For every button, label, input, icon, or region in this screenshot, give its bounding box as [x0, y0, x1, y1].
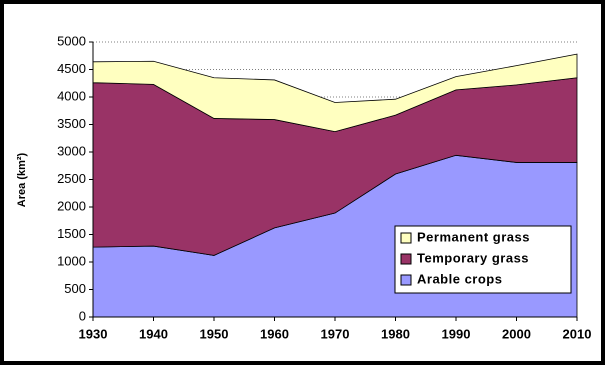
- y-tick-label: 3000: [57, 143, 86, 158]
- x-tick-label: 1960: [260, 326, 289, 341]
- y-tick-label: 500: [64, 281, 86, 296]
- area: [92, 53, 578, 133]
- x-tick-label: 1980: [381, 326, 410, 341]
- y-tick-label: 4500: [57, 61, 86, 76]
- legend-box: [394, 225, 572, 294]
- y-axis-label: Area (km²): [16, 152, 28, 207]
- legend-swatch: [400, 274, 412, 286]
- x-tick-label: 1970: [321, 326, 350, 341]
- x-tick-label: 2010: [563, 326, 592, 341]
- y-tick-label: 4000: [57, 88, 86, 103]
- y-tick-label: 0: [79, 308, 86, 323]
- x-tick-label: 1940: [139, 326, 168, 341]
- y-tick-label: 2500: [57, 171, 86, 186]
- legend-label: Temporary grass: [417, 250, 529, 265]
- x-tick-label: 1990: [442, 326, 471, 341]
- x-tick-label: 1930: [79, 326, 108, 341]
- y-tick-label: 1000: [57, 253, 86, 268]
- y-tick-label: 1500: [57, 226, 86, 241]
- x-tick-label: 1950: [200, 326, 229, 341]
- y-tick-label: 2000: [57, 198, 86, 213]
- legend-swatch: [400, 232, 412, 244]
- x-tick-label: 2000: [502, 326, 531, 341]
- y-tick-label: 5000: [57, 33, 86, 48]
- legend-swatch: [400, 253, 412, 265]
- legend-label: Arable crops: [417, 271, 502, 286]
- y-tick-label: 3500: [57, 116, 86, 131]
- legend-label: Permanent grass: [417, 229, 530, 244]
